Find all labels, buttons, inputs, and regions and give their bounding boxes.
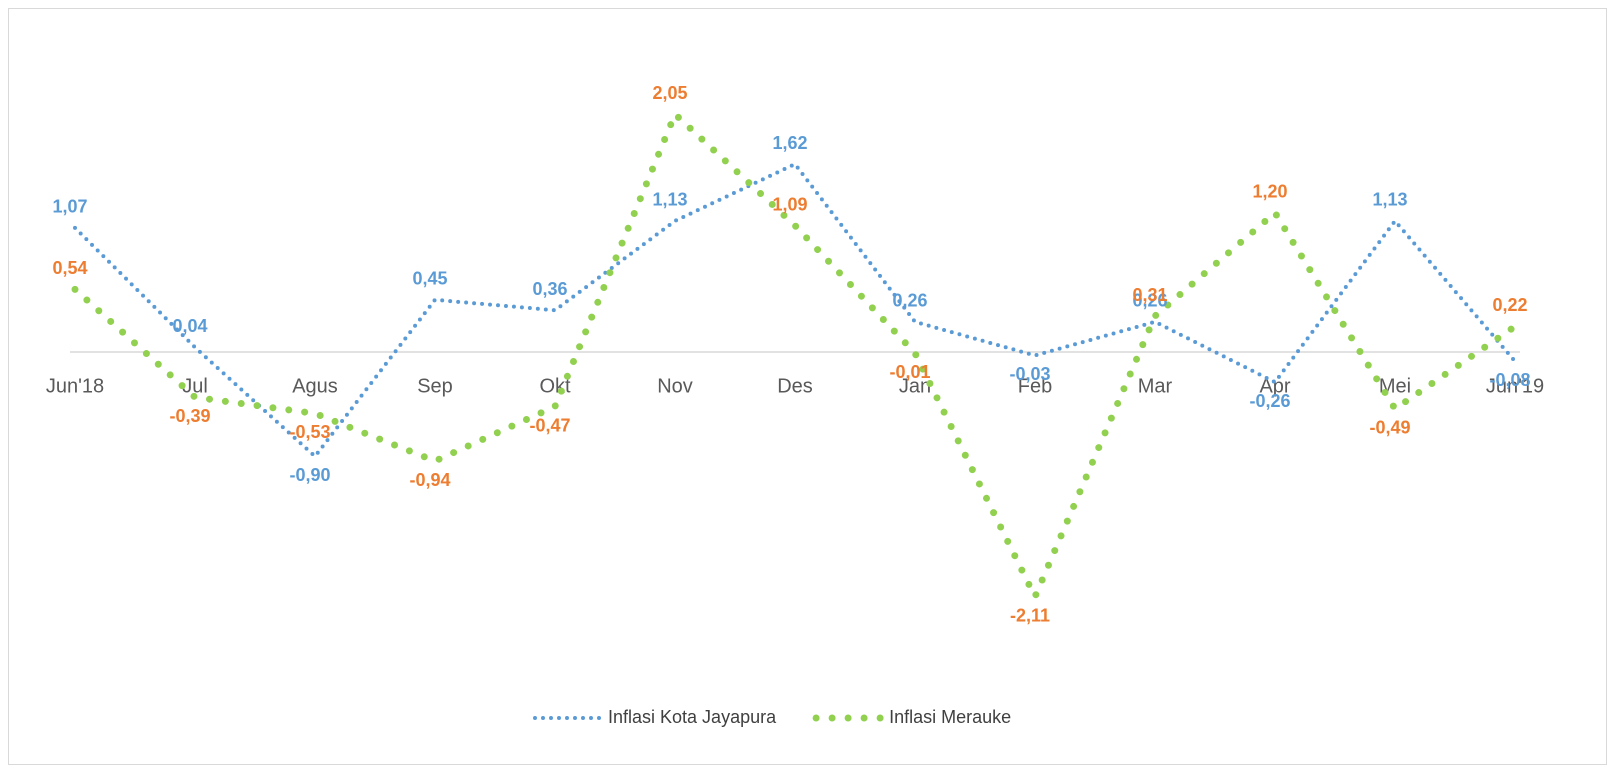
legend-label: Inflasi Merauke	[889, 707, 1011, 727]
data-label: -0,47	[529, 415, 570, 435]
data-label: 0,36	[532, 279, 567, 299]
data-label: 1,13	[1372, 190, 1407, 210]
data-label: 0,04	[172, 316, 207, 336]
data-label: 1,09	[772, 194, 807, 214]
x-tick-label: Apr	[1259, 375, 1290, 397]
data-label: 1,62	[772, 133, 807, 153]
series-line	[71, 108, 1519, 606]
x-tick-label: Sep	[417, 375, 453, 397]
data-label: 2,05	[652, 83, 687, 103]
chart-border	[8, 8, 1607, 765]
data-label: -0,08	[1489, 370, 1530, 390]
x-tick-label: Nov	[657, 375, 693, 397]
x-tick-label: Agus	[292, 375, 338, 397]
data-label: -0,94	[409, 470, 450, 490]
data-label: -2,11	[1010, 606, 1050, 626]
data-label: -0,90	[289, 465, 330, 485]
data-label: -0,39	[169, 406, 210, 426]
x-tick-label: Mar	[1138, 375, 1173, 397]
x-tick-label: Jul	[182, 375, 208, 397]
data-label: -0,53	[289, 422, 330, 442]
data-label: 0,31	[1132, 285, 1167, 305]
data-label: -0,49	[1369, 418, 1410, 438]
data-label: -0,03	[1009, 364, 1050, 384]
x-tick-label: Jun'19	[1486, 375, 1544, 397]
data-label: 1,07	[52, 197, 87, 217]
data-label: 0,26	[1132, 291, 1167, 311]
data-label: 0,45	[412, 269, 447, 289]
data-label: 0,22	[1492, 295, 1527, 315]
data-label: -0,01	[889, 362, 930, 382]
data-label: -0,26	[1249, 391, 1290, 411]
series-line	[73, 161, 1517, 460]
x-tick-label: Des	[777, 375, 813, 397]
data-label: 1,20	[1252, 182, 1287, 202]
x-tick-label: Feb	[1018, 375, 1052, 397]
x-tick-label: Jun'18	[46, 375, 104, 397]
x-tick-label: Jan	[899, 375, 931, 397]
data-label: 0,54	[52, 258, 87, 278]
legend-label: Inflasi Kota Jayapura	[608, 707, 777, 727]
data-label: 0,26	[892, 291, 927, 311]
data-label: 1,13	[652, 190, 687, 210]
